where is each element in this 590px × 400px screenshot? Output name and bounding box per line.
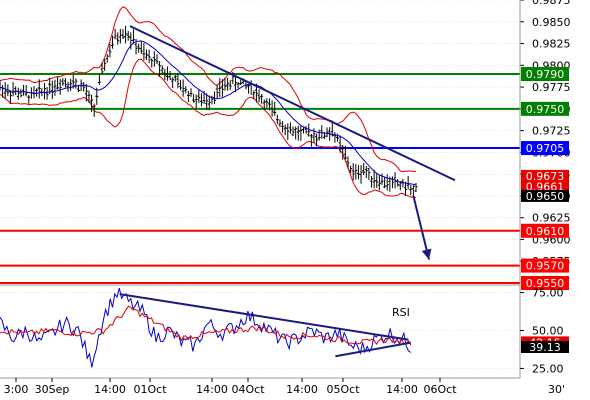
rsi-annotation: RSI xyxy=(392,306,410,319)
bollinger-lower xyxy=(0,58,417,198)
price-value-badge xyxy=(521,180,569,193)
price-panel: 0.98750.98500.98250.98000.97750.97500.97… xyxy=(0,0,571,378)
price-value-label: 0.9650 xyxy=(526,190,565,203)
moving-average xyxy=(0,40,416,185)
rsi-average-line xyxy=(0,305,412,346)
x-tick-label: 30Sep xyxy=(35,383,70,396)
price-tick-label: 0.9625 xyxy=(532,212,571,225)
level-label: 0.9550 xyxy=(526,277,565,290)
price-tick-label: 0.9875 xyxy=(532,0,571,7)
bollinger-bands xyxy=(0,6,417,198)
x-tick-label: 14:00 xyxy=(386,383,418,396)
price-tick-label: 0.9775 xyxy=(532,81,571,94)
level-badge xyxy=(521,258,569,273)
price-value-label: 0.9673 xyxy=(526,170,565,183)
x-tick-label: 05Oct xyxy=(326,383,360,396)
rsi-trendline xyxy=(335,341,411,358)
rsi-panel: 75.00 50.00 25.00 42.1539.13 RSI xyxy=(0,284,569,375)
x-tick-label: 14:00 xyxy=(286,383,318,396)
level-badge xyxy=(521,101,569,116)
rsi-lines xyxy=(0,287,412,368)
price-plot-area xyxy=(0,0,520,283)
price-trendline xyxy=(129,25,456,182)
price-tick-label: 0.9850 xyxy=(532,16,571,29)
forecast-arrow-shaft xyxy=(412,195,430,260)
price-level-labels: 0.9790 0.9750 0.9705 0.9610 0.9570 0.9550 xyxy=(521,67,569,290)
x-tick-label: 04Oct xyxy=(231,383,265,396)
x-tick-label: 3:00 xyxy=(4,383,29,396)
rsi-tick-label: 25.00 xyxy=(532,362,564,375)
level-label: 0.9790 xyxy=(526,68,565,81)
x-tick-label: 06Oct xyxy=(423,383,457,396)
rsi-badges: 42.1539.13 xyxy=(521,336,569,354)
x-tick-label: 01Oct xyxy=(133,383,167,396)
price-value-badge xyxy=(521,169,569,182)
x-tick-label: 14:00 xyxy=(196,383,228,396)
level-badge xyxy=(521,67,569,82)
rsi-trendline xyxy=(119,293,409,341)
x-tick-label: 14:00 xyxy=(94,383,126,396)
rsi-tick-label: 75.00 xyxy=(532,287,564,300)
timeframe-label: 30' xyxy=(548,383,565,396)
level-label: 0.9570 xyxy=(526,260,565,273)
forecast-arrow-head xyxy=(421,248,432,260)
price-value-badge xyxy=(521,189,569,202)
rsi-value-label: 39.13 xyxy=(529,341,561,354)
level-label: 0.9705 xyxy=(526,142,565,155)
price-tick-label: 0.9725 xyxy=(532,125,571,138)
level-badge xyxy=(521,141,569,156)
price-trendline-group xyxy=(129,25,456,260)
level-label: 0.9750 xyxy=(526,103,565,116)
rsi-trendlines xyxy=(119,293,411,358)
level-badge xyxy=(521,276,569,290)
price-tick-label: 0.9825 xyxy=(532,38,571,51)
rsi-line xyxy=(0,287,412,368)
price-levels xyxy=(0,73,520,284)
rsi-value-badge xyxy=(521,340,569,353)
x-axis: 3:00 30Sep 14:00 01Oct 14:00 04Oct 14:00 05Oct 1… xyxy=(4,378,457,396)
rsi-tick-label: 50.00 xyxy=(532,325,564,338)
rsi-y-axis: 75.00 50.00 25.00 xyxy=(520,287,564,375)
level-badge xyxy=(521,223,569,238)
moving-average-line xyxy=(0,40,416,185)
level-label: 0.9610 xyxy=(526,225,565,238)
bollinger-upper xyxy=(0,6,416,173)
